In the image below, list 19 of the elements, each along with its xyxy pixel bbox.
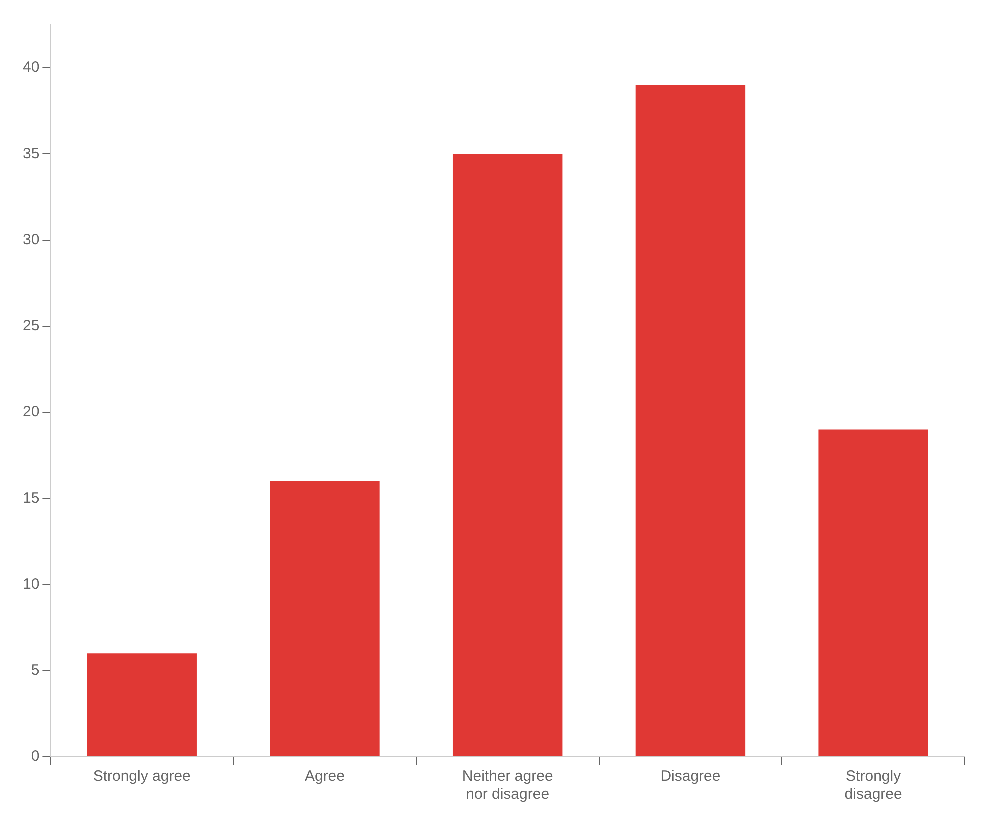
y-tick-label: 35 — [22, 145, 40, 162]
y-tick-label: 30 — [22, 231, 40, 248]
x-tick-label: Strongly disagree — [844, 768, 902, 804]
x-tick-label: Strongly agree — [93, 768, 191, 786]
y-tick-label: 10 — [22, 576, 40, 593]
x-tick-label: Neither agree nor disagree — [462, 768, 554, 804]
x-tick-label: Agree — [304, 768, 345, 786]
y-tick-label: 0 — [31, 748, 40, 766]
bar — [87, 654, 197, 756]
bar — [636, 85, 746, 756]
y-tick-label: 15 — [22, 490, 40, 507]
y-tick-label: 20 — [22, 404, 40, 421]
y-tick-label: 25 — [22, 318, 40, 335]
bar — [270, 481, 380, 756]
y-tick-label: 40 — [22, 59, 40, 76]
y-tick-label: 5 — [31, 662, 40, 680]
bar — [818, 430, 928, 756]
bar — [452, 154, 563, 756]
x-tick-label: Disagree — [660, 768, 721, 786]
